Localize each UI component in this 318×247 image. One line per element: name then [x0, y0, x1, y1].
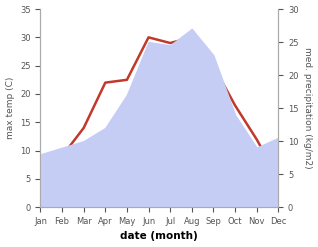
X-axis label: date (month): date (month): [121, 231, 198, 242]
Y-axis label: med. precipitation (kg/m2): med. precipitation (kg/m2): [303, 47, 313, 169]
Y-axis label: max temp (C): max temp (C): [5, 77, 15, 139]
